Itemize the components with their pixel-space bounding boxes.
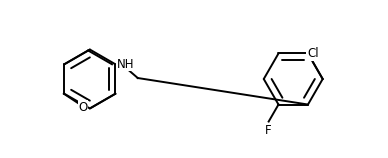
Text: NH: NH [117,58,134,71]
Text: O: O [78,101,88,114]
Text: F: F [265,124,272,137]
Text: Cl: Cl [307,47,319,60]
